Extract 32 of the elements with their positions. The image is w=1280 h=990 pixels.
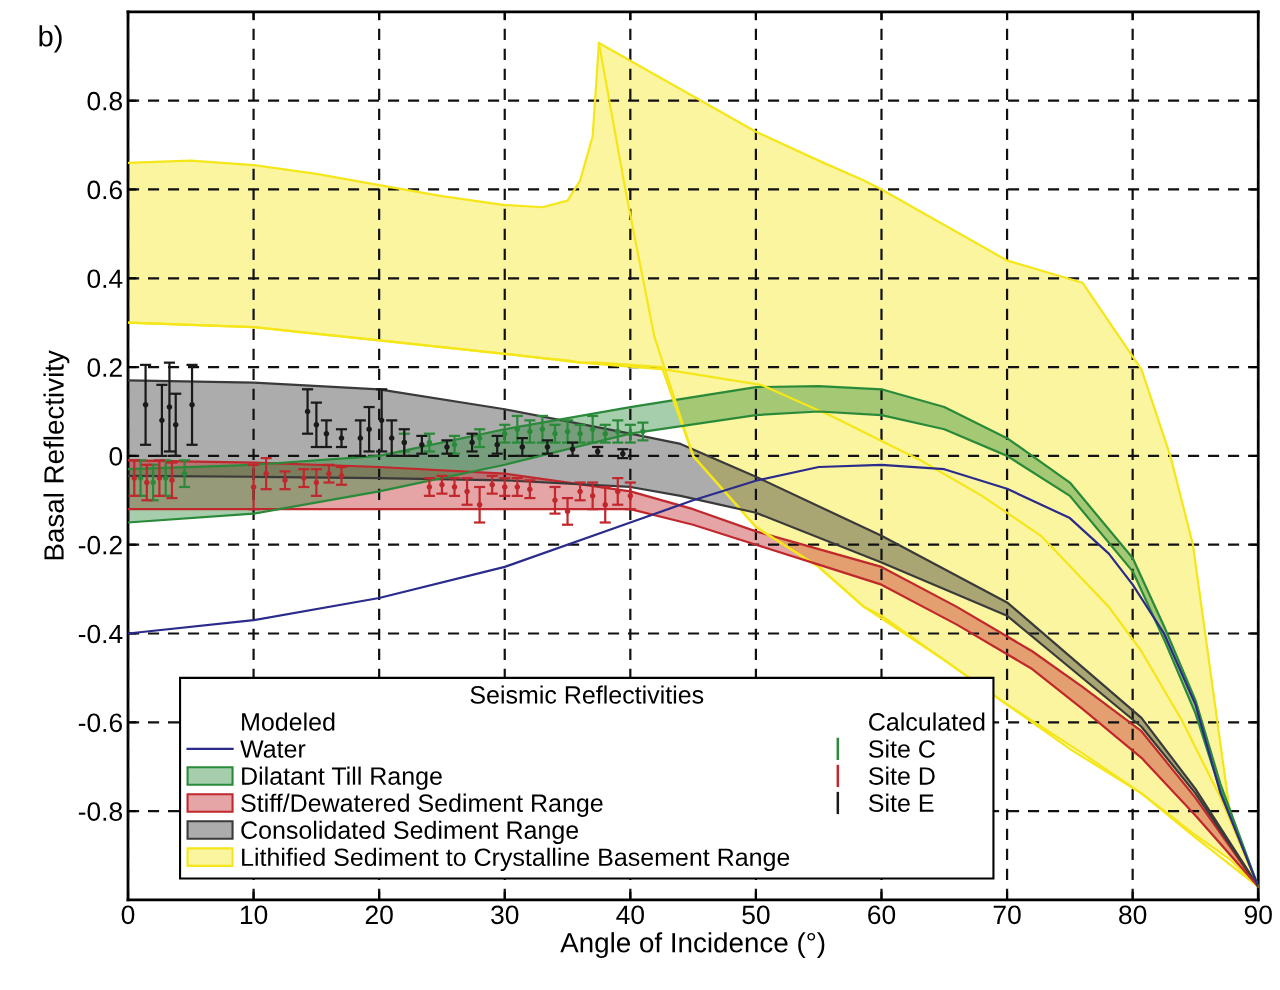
y-tick-label: -0.4 [78, 624, 123, 644]
legend-title: Seismic Reflectivities [470, 685, 704, 704]
annotation: Modeled [242, 712, 335, 731]
y-tick-label: 0.6 [87, 180, 122, 200]
y-tick-label: -0.8 [78, 802, 122, 821]
x-axis-title: Angle of Incidence (°) [560, 932, 825, 959]
legend-label: Lithified Sediment to Crystalline Basement Range [242, 847, 790, 872]
x-tick-label: 30 [491, 905, 519, 925]
x-tick-label: 20 [365, 905, 393, 925]
x-tick-label: 10 [240, 905, 268, 925]
x-tick-label: 70 [993, 905, 1021, 925]
legend-label: Dilatant Till Range [242, 766, 442, 790]
y-tick-label: 0.2 [87, 358, 122, 377]
legend-label: Site D [868, 766, 935, 785]
annotation: Calculated [869, 712, 985, 731]
legend-label: Site C [868, 739, 935, 758]
legend-label: Water [240, 740, 306, 758]
y-tick-label: 0 [109, 447, 123, 466]
legend-label: Site E [868, 793, 934, 812]
x-tick-label: 40 [616, 905, 644, 925]
x-tick-label: 90 [1244, 905, 1272, 925]
y-axis-title: Basal Reflectivity [43, 350, 70, 560]
y-tick-label: 0.8 [87, 91, 122, 111]
y-tick-label: 0.4 [87, 269, 123, 289]
legend-label: Consolidated Sediment Range [241, 820, 579, 844]
y-tick-label: -0.6 [78, 713, 122, 733]
text: b) [39, 25, 62, 53]
x-tick-label: 60 [868, 905, 896, 925]
y-tick-label: -0.2 [78, 535, 122, 555]
legend-label: Stiff/Dewatered Sediment Range [241, 793, 603, 817]
x-tick-label: 50 [742, 905, 770, 925]
x-tick-label: 80 [1119, 905, 1147, 925]
